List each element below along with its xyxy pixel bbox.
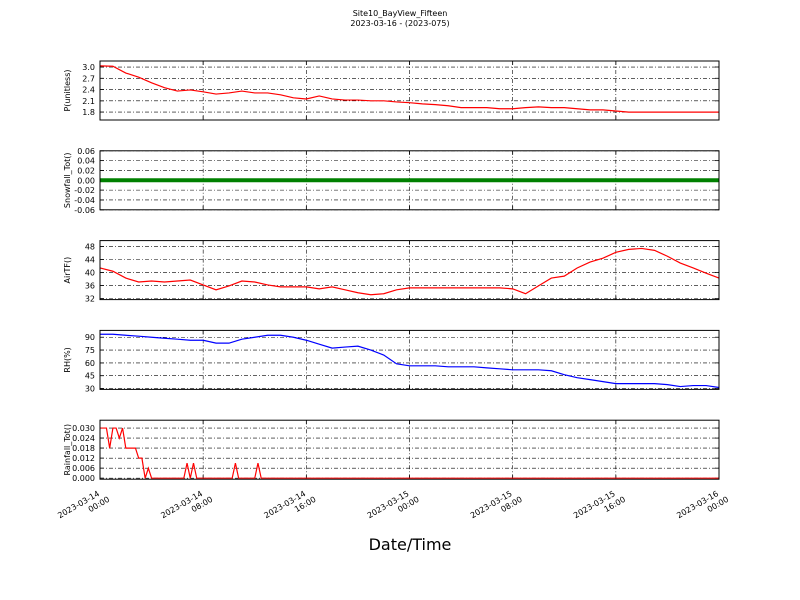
- y-tick-label: 0.00: [77, 176, 95, 185]
- y-tick-label: 45: [85, 372, 95, 381]
- x-tick-label: 2023-03-1516:00: [572, 486, 627, 529]
- y-tick-label: 3.0: [82, 63, 95, 72]
- y-tick-label: 75: [85, 346, 95, 355]
- x-tick-label: 2023-03-1600:00: [675, 486, 730, 529]
- y-tick-label: 0.000: [72, 474, 95, 483]
- data-line: [100, 333, 720, 389]
- y-tick-label: 36: [85, 282, 95, 291]
- y-tick-label: 60: [85, 359, 95, 368]
- plot-frame: [99, 150, 720, 211]
- y-tick-label: 0.012: [72, 454, 95, 463]
- y-tick-label: 32: [85, 295, 95, 304]
- y-tick-label: 2.1: [82, 97, 95, 106]
- y-tick-label: 2.4: [82, 86, 95, 95]
- plot-frame: [99, 419, 720, 480]
- y-tick-label: 0.024: [72, 434, 95, 443]
- y-tick-label: 48: [85, 242, 95, 251]
- y-tick-label: -0.06: [74, 206, 95, 215]
- y-tick-label: 90: [85, 333, 95, 342]
- x-tick-label: 2023-03-1500:00: [366, 486, 421, 529]
- x-tick-label: 2023-03-1400:00: [56, 486, 111, 529]
- x-axis-label: Date/Time: [369, 535, 452, 554]
- y-axis-label: Rainfall_Tot(): [63, 424, 72, 476]
- y-tick-label: 0.06: [77, 147, 95, 156]
- y-tick-label: 0.02: [77, 166, 95, 175]
- plot-frame: [99, 60, 720, 121]
- plot-frame: [99, 240, 720, 301]
- y-axis-label: RH(%): [63, 347, 72, 372]
- y-tick-label: 40: [85, 269, 95, 278]
- y-axis-label: P(unitless): [63, 69, 72, 111]
- x-tick-label: 2023-03-1408:00: [159, 486, 214, 529]
- y-axis-label: Snowfall_Tot(): [63, 153, 72, 209]
- y-tick-label: 0.006: [72, 464, 95, 473]
- chart-subtitle: 2023-03-16 - (2023-075): [350, 19, 449, 28]
- y-tick-label: 1.8: [82, 108, 95, 117]
- data-line: [99, 247, 720, 296]
- data-line: [99, 65, 719, 113]
- y-tick-label: -0.02: [74, 186, 95, 195]
- y-tick-label: -0.04: [74, 196, 95, 205]
- y-tick-label: 0.04: [77, 157, 95, 166]
- y-tick-label: 44: [85, 256, 95, 265]
- y-tick-label: 30: [85, 385, 95, 394]
- y-tick-label: 2.7: [82, 74, 95, 83]
- x-tick-label: 2023-03-1508:00: [469, 486, 524, 529]
- chart-title: Site10_BayView_Fifteen: [353, 9, 448, 18]
- x-tick-label: 2023-03-1416:00: [263, 486, 318, 529]
- y-axis-label: AirTF(): [63, 257, 72, 284]
- plot-frame: [99, 329, 720, 390]
- y-tick-label: 0.030: [72, 424, 95, 433]
- y-tick-label: 0.018: [72, 444, 95, 453]
- data-line: [100, 427, 719, 479]
